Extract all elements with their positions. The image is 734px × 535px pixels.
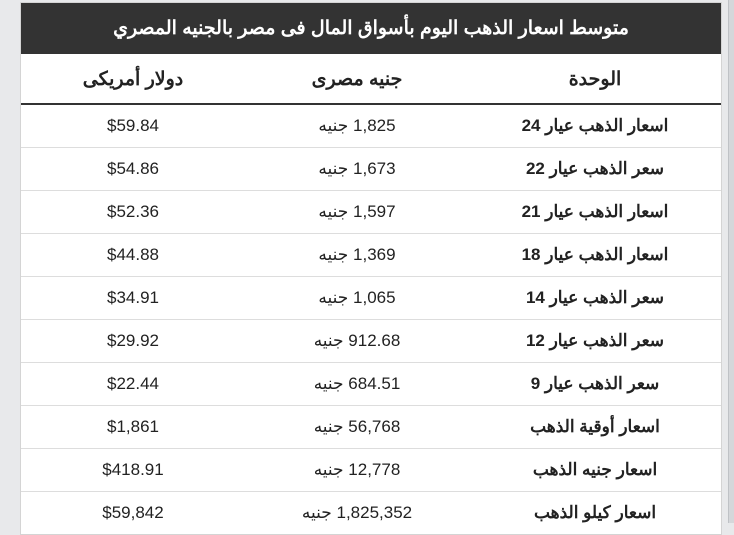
- cell-egp: 1,825,352 جنيه: [245, 492, 469, 535]
- table-row: اسعار كيلو الذهب 1,825,352 جنيه $59,842: [21, 492, 721, 535]
- cell-usd: $52.36: [21, 191, 245, 234]
- cell-usd: $29.92: [21, 320, 245, 363]
- cell-egp: 56,768 جنيه: [245, 406, 469, 449]
- cell-egp: 12,778 جنيه: [245, 449, 469, 492]
- cell-unit: اسعار جنيه الذهب: [469, 449, 721, 492]
- table-row: اسعار الذهب عيار 18 1,369 جنيه $44.88: [21, 234, 721, 277]
- col-header-egp: جنيه مصرى: [245, 54, 469, 104]
- cell-usd: $54.86: [21, 148, 245, 191]
- cell-egp: 1,597 جنيه: [245, 191, 469, 234]
- gold-prices-table: الوحدة جنيه مصرى دولار أمريكى اسعار الذه…: [21, 54, 721, 534]
- cell-unit: سعر الذهب عيار 12: [469, 320, 721, 363]
- cell-usd: $1,861: [21, 406, 245, 449]
- table-row: اسعار الذهب عيار 21 1,597 جنيه $52.36: [21, 191, 721, 234]
- cell-usd: $22.44: [21, 363, 245, 406]
- cell-unit: اسعار كيلو الذهب: [469, 492, 721, 535]
- cell-usd: $34.91: [21, 277, 245, 320]
- cell-unit: اسعار الذهب عيار 18: [469, 234, 721, 277]
- page-edge-decoration: [728, 0, 734, 523]
- table-header-row: الوحدة جنيه مصرى دولار أمريكى: [21, 54, 721, 104]
- cell-egp: 684.51 جنيه: [245, 363, 469, 406]
- col-header-usd: دولار أمريكى: [21, 54, 245, 104]
- cell-unit: سعر الذهب عيار 22: [469, 148, 721, 191]
- cell-usd: $59.84: [21, 104, 245, 148]
- cell-usd: $44.88: [21, 234, 245, 277]
- cell-egp: 1,065 جنيه: [245, 277, 469, 320]
- cell-egp: 912.68 جنيه: [245, 320, 469, 363]
- cell-unit: اسعار أوقية الذهب: [469, 406, 721, 449]
- table-row: اسعار جنيه الذهب 12,778 جنيه $418.91: [21, 449, 721, 492]
- table-row: سعر الذهب عيار 14 1,065 جنيه $34.91: [21, 277, 721, 320]
- cell-unit: اسعار الذهب عيار 24: [469, 104, 721, 148]
- table-row: اسعار الذهب عيار 24 1,825 جنيه $59.84: [21, 104, 721, 148]
- cell-unit: اسعار الذهب عيار 21: [469, 191, 721, 234]
- gold-prices-card: متوسط اسعار الذهب اليوم بأسواق المال فى …: [20, 2, 722, 535]
- card-title: متوسط اسعار الذهب اليوم بأسواق المال فى …: [21, 3, 721, 54]
- col-header-unit: الوحدة: [469, 54, 721, 104]
- table-row: سعر الذهب عيار 9 684.51 جنيه $22.44: [21, 363, 721, 406]
- cell-unit: سعر الذهب عيار 14: [469, 277, 721, 320]
- table-body: اسعار الذهب عيار 24 1,825 جنيه $59.84 سع…: [21, 104, 721, 534]
- cell-egp: 1,825 جنيه: [245, 104, 469, 148]
- table-row: اسعار أوقية الذهب 56,768 جنيه $1,861: [21, 406, 721, 449]
- cell-egp: 1,369 جنيه: [245, 234, 469, 277]
- table-row: سعر الذهب عيار 22 1,673 جنيه $54.86: [21, 148, 721, 191]
- cell-unit: سعر الذهب عيار 9: [469, 363, 721, 406]
- table-row: سعر الذهب عيار 12 912.68 جنيه $29.92: [21, 320, 721, 363]
- cell-usd: $418.91: [21, 449, 245, 492]
- cell-usd: $59,842: [21, 492, 245, 535]
- cell-egp: 1,673 جنيه: [245, 148, 469, 191]
